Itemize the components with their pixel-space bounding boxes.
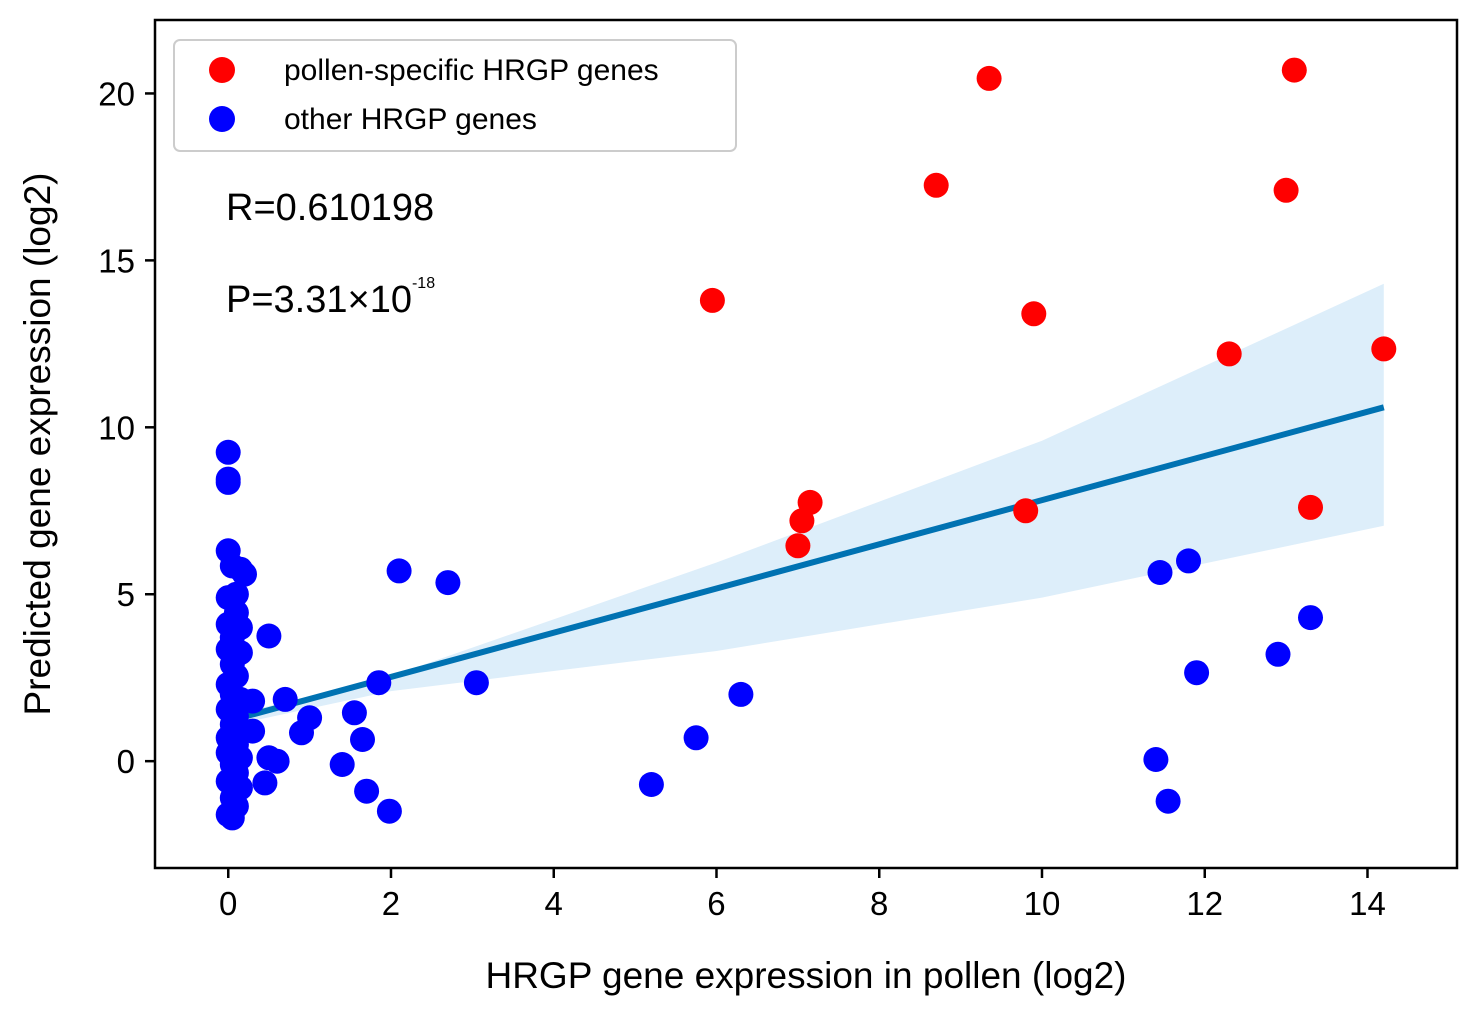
other-hrgp-point xyxy=(219,805,245,831)
other-hrgp-point xyxy=(463,670,489,696)
legend-marker-pollen-specific xyxy=(209,57,235,83)
y-axis-title: Predicted gene expression (log2) xyxy=(17,173,58,716)
pollen-specific-point xyxy=(797,489,823,515)
axes-layer: 0 2 4 6 8 10 12 14 0 5 10 15 20 xyxy=(98,18,1459,922)
other-hrgp-point xyxy=(223,581,249,607)
y-tick-label: 5 xyxy=(117,576,135,613)
other-hrgp-point xyxy=(1147,560,1173,585)
pollen-specific-point xyxy=(1216,341,1242,367)
pollen-specific-point xyxy=(1281,57,1307,83)
x-tick-label: 10 xyxy=(1024,885,1061,922)
other-hrgp-point xyxy=(1265,641,1291,667)
pollen-specific-point xyxy=(1371,336,1397,362)
y-tick-label: 0 xyxy=(117,743,135,780)
confidence-band xyxy=(228,283,1384,727)
x-tick-label: 4 xyxy=(545,885,563,922)
axis-label-layer: HRGP gene expression in pollen (log2) Pr… xyxy=(17,173,1127,997)
other-hrgp-point xyxy=(256,623,282,649)
other-hrgp-point xyxy=(341,700,367,726)
annotation-layer: R=0.610198 P=3.31×10-18 xyxy=(226,187,435,321)
other-hrgp-point xyxy=(297,705,323,731)
other-hrgp-point xyxy=(240,688,266,714)
pollen-specific-point xyxy=(785,533,811,559)
other-hrgp-point xyxy=(252,770,278,796)
other-hrgp-point xyxy=(232,561,257,587)
y-tick-label: 15 xyxy=(98,242,135,279)
confidence-band-layer xyxy=(228,283,1384,727)
pollen-specific-point xyxy=(1013,498,1039,524)
x-tick-label: 0 xyxy=(219,885,237,922)
other-hrgp-point xyxy=(1298,605,1323,631)
other-hrgp-point xyxy=(366,670,392,696)
other-hrgp-point xyxy=(1176,548,1201,574)
other-hrgp-point xyxy=(1184,660,1210,686)
other-hrgp-point xyxy=(435,570,461,596)
legend-box xyxy=(173,39,737,152)
other-hrgp-point xyxy=(264,748,290,774)
x-axis-title: HRGP gene expression in pollen (log2) xyxy=(485,955,1126,996)
regression-line-layer xyxy=(227,404,1385,724)
other-hrgp-point xyxy=(329,752,355,777)
y-tick-label: 20 xyxy=(98,75,135,112)
other-hrgp-point xyxy=(350,727,375,752)
regression-line xyxy=(227,404,1385,724)
other-hrgp-point xyxy=(354,778,380,804)
pollen-specific-point xyxy=(1298,494,1323,520)
legend: pollen-specific HRGP genes other HRGP ge… xyxy=(173,39,737,152)
other-hrgp-point xyxy=(386,558,412,584)
other-hrgp-point xyxy=(1155,788,1181,814)
pollen-specific-point xyxy=(923,172,949,198)
x-tick-label: 12 xyxy=(1186,885,1223,922)
pollen-specific-point xyxy=(1021,301,1047,327)
x-tick-label: 8 xyxy=(870,885,888,922)
other-hrgp-point xyxy=(638,772,664,797)
other-hrgp-point xyxy=(1143,747,1169,772)
other-hrgp-point xyxy=(728,681,754,707)
other-hrgp-point xyxy=(272,686,298,712)
pollen-specific-point xyxy=(1273,177,1299,203)
p-value-base: P=3.31×10 xyxy=(226,279,412,321)
legend-marker-other xyxy=(209,106,235,132)
x-tick-label: 14 xyxy=(1349,885,1386,922)
x-tick-label: 6 xyxy=(707,885,725,922)
correlation-r-text: R=0.610198 xyxy=(226,187,434,229)
other-hrgp-point xyxy=(376,798,402,824)
p-value-text: P=3.31×10-18 xyxy=(226,275,435,321)
data-point-layer xyxy=(215,57,1397,831)
p-value-exponent: -18 xyxy=(412,275,435,292)
y-tick-label: 10 xyxy=(98,409,135,446)
other-hrgp-point xyxy=(215,469,241,495)
pollen-specific-point xyxy=(976,65,1002,91)
legend-label-pollen-specific: pollen-specific HRGP genes xyxy=(284,54,659,87)
legend-label-other: other HRGP genes xyxy=(284,103,537,136)
pollen-specific-point xyxy=(699,287,725,313)
x-tick-label: 2 xyxy=(382,885,400,922)
other-hrgp-point xyxy=(215,439,241,465)
plot-frame xyxy=(153,18,1459,870)
other-hrgp-point xyxy=(683,725,709,751)
